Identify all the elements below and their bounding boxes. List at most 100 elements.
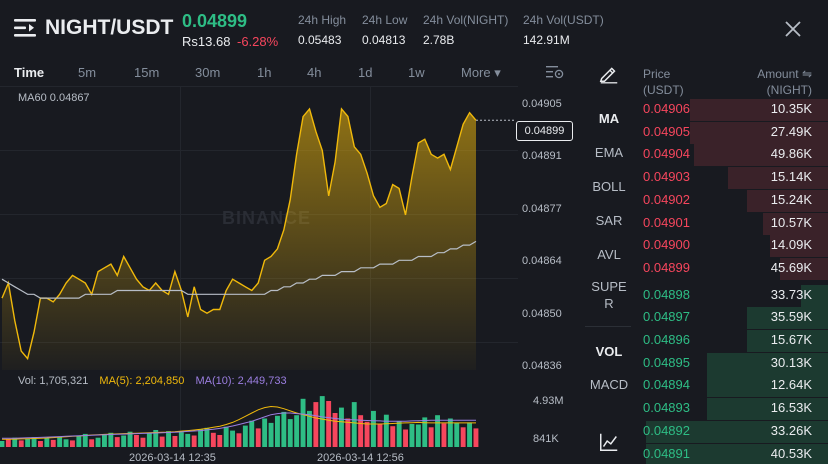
pair-title[interactable]: NIGHT/USDT — [45, 16, 174, 39]
bid-row[interactable]: 0.04891 40.53K — [636, 443, 828, 464]
chart-type-icon[interactable] — [598, 431, 620, 453]
volume-bar — [287, 419, 293, 447]
indicator-boll[interactable]: BOLL — [592, 179, 626, 194]
depth-bar — [689, 99, 828, 121]
bid-row[interactable]: 0.04895 30.13K — [636, 352, 828, 375]
depth-bar — [707, 352, 828, 375]
order-amount: 16.53K — [770, 400, 812, 416]
order-price: 0.04904 — [643, 146, 690, 162]
indicator-super[interactable]: SUPE R — [585, 279, 633, 311]
volume-bar — [25, 438, 31, 447]
timeframe-time[interactable]: Time — [14, 65, 45, 80]
volume-bar — [275, 415, 280, 447]
timeframe-4h[interactable]: 4h — [307, 65, 322, 80]
volume-bar — [172, 436, 178, 447]
ask-row[interactable]: 0.04900 14.09K — [636, 234, 828, 258]
timeframe-1d[interactable]: 1d — [358, 65, 373, 80]
close-icon[interactable] — [783, 19, 803, 39]
ask-row[interactable]: 0.04899 45.69K — [636, 257, 828, 280]
bid-row[interactable]: 0.04896 15.67K — [636, 329, 828, 352]
ma60-label: MA60 0.04867 — [18, 92, 90, 104]
timeframe-1w[interactable]: 1w — [408, 65, 425, 80]
indicator-sar[interactable]: SAR — [595, 213, 623, 228]
header-line: Price — [643, 67, 671, 81]
depth-bar — [780, 257, 828, 280]
stat-label: 24h Low — [362, 13, 408, 27]
timeframe-1h[interactable]: 1h — [257, 65, 272, 80]
indicator-panel: MA EMA BOLL SAR AVL SUPE R VOL MACD — [585, 58, 633, 464]
depth-bar — [728, 167, 828, 190]
depth-bar — [762, 212, 828, 235]
volume-bar — [383, 414, 389, 447]
ask-row[interactable]: 0.04906 10.35K — [636, 98, 828, 121]
indicator-avl[interactable]: AVL — [597, 247, 621, 262]
y-tick-label: 0.04836 — [522, 360, 562, 372]
volume-bar — [185, 433, 191, 447]
ask-row[interactable]: 0.04904 49.86K — [636, 143, 828, 167]
grid-line — [0, 150, 518, 151]
indicator-macd[interactable]: MACD — [589, 377, 629, 392]
amount-column-header[interactable]: Amount ⇋ (NIGHT) — [757, 66, 812, 98]
order-amount: 12.64K — [770, 377, 812, 393]
price-chart[interactable] — [0, 0, 580, 464]
order-amount: 14.09K — [770, 237, 812, 253]
depth-bar — [747, 307, 828, 330]
stat-label: 24h Vol(USDT) — [523, 13, 604, 27]
bid-row[interactable]: 0.04894 12.64K — [636, 374, 828, 398]
grid-line — [0, 214, 518, 215]
ask-row[interactable]: 0.04905 27.49K — [636, 121, 828, 144]
grid-line — [180, 86, 181, 454]
volume-bar — [31, 437, 37, 447]
order-price: 0.04902 — [643, 191, 690, 207]
order-amount: 15.24K — [770, 191, 812, 207]
y-tick-label: 0.04891 — [522, 150, 562, 162]
bid-row[interactable]: 0.04898 33.73K — [636, 284, 828, 307]
header-line: (USDT) — [643, 83, 684, 97]
volume-bar — [121, 435, 127, 447]
depth-bar — [747, 330, 828, 352]
volume-bar — [268, 422, 274, 447]
menu-icon[interactable] — [14, 17, 38, 39]
bid-row[interactable]: 0.04893 16.53K — [636, 397, 828, 421]
stat-value: 2.78B — [423, 33, 455, 47]
chart-settings-icon[interactable] — [545, 64, 565, 80]
order-amount: 15.67K — [770, 332, 812, 347]
ask-row[interactable]: 0.04901 10.57K — [636, 212, 828, 235]
last-price-marker: 0.04899 — [516, 121, 573, 141]
volume-bar — [204, 427, 210, 447]
y-tick-label: 0.04905 — [522, 98, 562, 110]
depth-bar — [693, 144, 828, 167]
timeframe-30m[interactable]: 30m — [195, 65, 221, 80]
volume-bar — [44, 438, 50, 447]
header-line: Amount ⇋ — [757, 67, 812, 81]
order-price: 0.04899 — [643, 259, 690, 275]
bid-row[interactable]: 0.04892 33.26K — [636, 420, 828, 443]
volume-bar — [428, 427, 434, 447]
bid-row[interactable]: 0.04897 35.59K — [636, 306, 828, 330]
indicator-ma[interactable]: MA — [598, 111, 620, 126]
ask-row[interactable]: 0.04902 15.24K — [636, 189, 828, 212]
indicator-vol[interactable]: VOL — [595, 344, 623, 359]
volume-bar — [223, 426, 229, 447]
volume-bar — [159, 436, 165, 447]
draw-tool-icon[interactable] — [598, 62, 620, 84]
price-line — [1, 107, 477, 361]
indicator-ema[interactable]: EMA — [594, 145, 624, 160]
timeframe-more-dropdown[interactable]: More ▾ — [461, 65, 501, 80]
stat-24h-low: 24h Low 0.04813 — [362, 13, 407, 47]
volume-bar — [454, 422, 460, 447]
volume-ma10-line — [2, 412, 476, 439]
order-amount: 27.49K — [770, 123, 812, 139]
vol-label: Vol: 1,705,321 — [18, 375, 89, 387]
timeframe-5m[interactable]: 5m — [78, 65, 97, 80]
order-price: 0.04897 — [643, 309, 690, 325]
timeframe-15m[interactable]: 15m — [134, 65, 160, 80]
order-price: 0.04905 — [643, 123, 690, 139]
volume-bar — [153, 430, 159, 447]
order-price: 0.04898 — [643, 286, 690, 302]
stat-24h-vol-night: 24h Vol(NIGHT) 2.78B — [423, 13, 508, 47]
market-header: NIGHT/USDT 0.04899 Rs13.68 -6.28% 24h Hi… — [0, 0, 828, 58]
ask-row[interactable]: 0.04903 15.14K — [636, 166, 828, 190]
volume-bar — [358, 415, 364, 447]
volume-bar — [435, 415, 440, 447]
